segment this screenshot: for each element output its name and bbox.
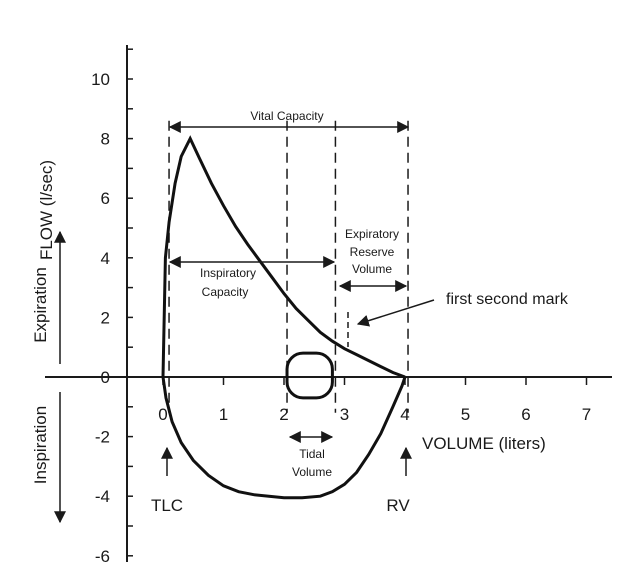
erv-label-3: Volume <box>352 262 392 276</box>
x-tick-label: 1 <box>219 405 228 424</box>
x-axis-title: VOLUME (liters) <box>422 434 546 453</box>
first-second-label: first second mark <box>446 291 569 308</box>
rv-label: RV <box>386 496 410 515</box>
inspiratory-flow-curve <box>161 376 407 500</box>
x-tick-label: 4 <box>400 405 409 424</box>
expiratory-flow-curve <box>161 135 406 379</box>
y-tick-label: 10 <box>91 70 110 89</box>
tidal-volume-label-1: Tidal <box>299 447 325 461</box>
x-tick-label: 2 <box>279 405 288 424</box>
y-tick-label: -4 <box>95 487 110 506</box>
inspiratory-capacity-label-1: Inspiratory <box>200 266 256 280</box>
y-tick-label: 6 <box>101 189 110 208</box>
x-axis-ticks: 0 1 2 3 4 5 6 7 <box>158 377 591 424</box>
y-axis-ticks: 10 8 6 4 2 0 -2 -4 -6 <box>91 48 133 566</box>
tlc-label: TLC <box>151 496 183 515</box>
y-tick-label: -6 <box>95 547 110 566</box>
tidal-volume-loop <box>285 351 334 400</box>
x-tick-label: 7 <box>582 405 591 424</box>
inspiration-label: Inspiration <box>31 406 50 484</box>
y-tick-label: 0 <box>101 368 110 387</box>
y-tick-label: 4 <box>101 249 110 268</box>
erv-label-1: Expiratory <box>345 227 399 241</box>
first-second-arrow <box>356 299 435 327</box>
x-tick-label: 5 <box>461 405 470 424</box>
tidal-volume-label-2: Volume <box>292 465 332 479</box>
erv-label-2: Reserve <box>350 245 395 259</box>
vital-capacity-label: Vital Capacity <box>250 109 323 123</box>
x-tick-label: 3 <box>340 405 349 424</box>
y-tick-label: -2 <box>95 428 110 447</box>
inspiratory-capacity-label-2: Capacity <box>202 285 249 299</box>
expiration-label: Expiration <box>31 267 50 343</box>
x-tick-label: 0 <box>158 405 167 424</box>
y-tick-label: 8 <box>101 130 110 149</box>
y-tick-label: 2 <box>101 308 110 327</box>
x-tick-label: 6 <box>521 405 530 424</box>
y-axis-title: FLOW (l/sec) <box>37 160 56 260</box>
